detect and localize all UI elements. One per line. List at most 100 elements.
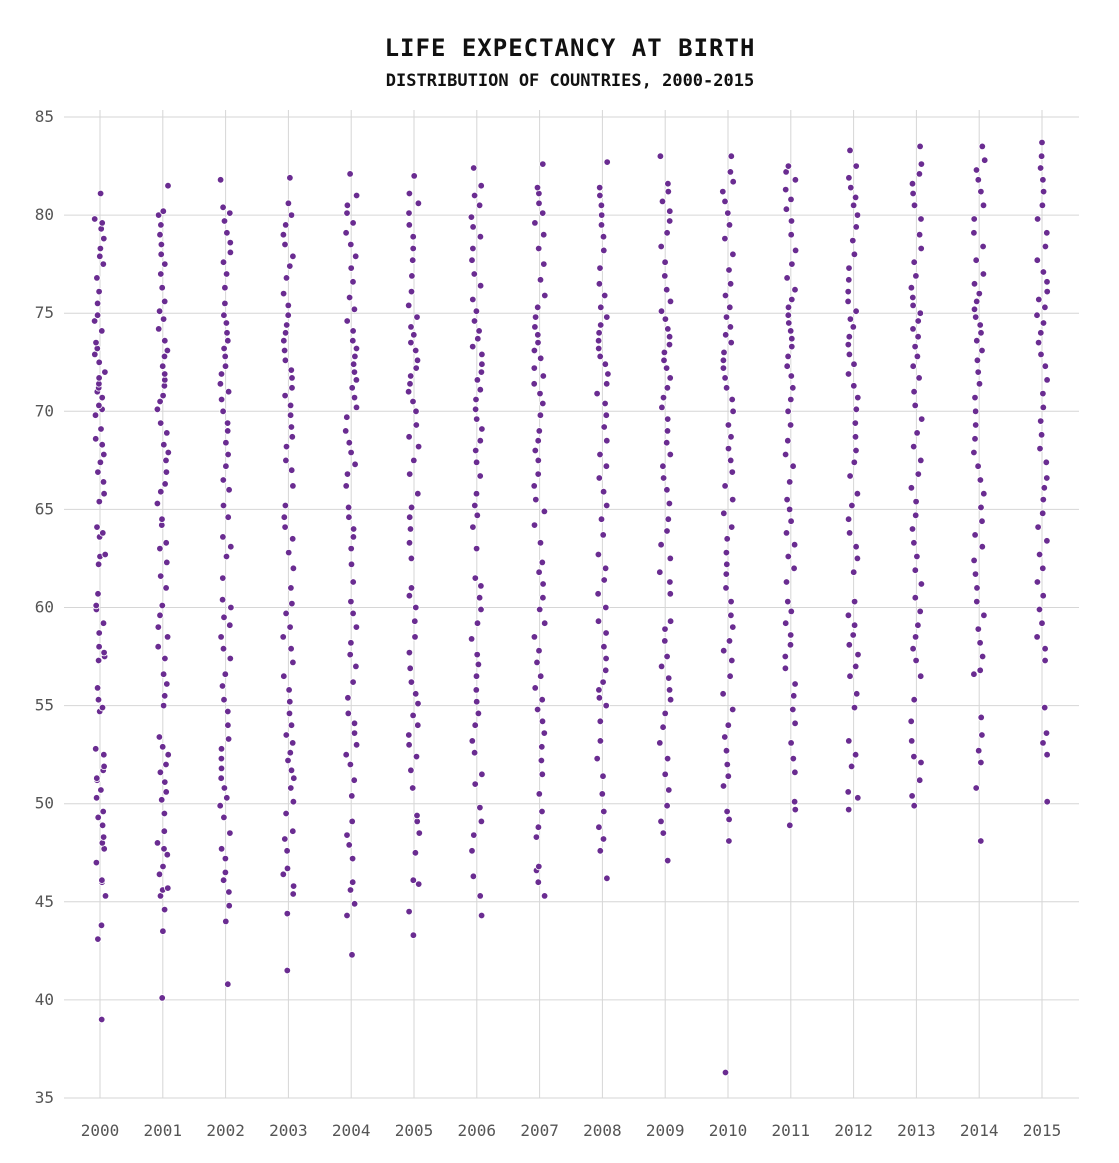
data-point bbox=[407, 554, 416, 563]
data-point bbox=[727, 611, 735, 619]
data-point bbox=[977, 758, 985, 767]
data-point bbox=[350, 719, 359, 727]
data-point bbox=[287, 721, 296, 729]
data-point bbox=[281, 835, 289, 843]
data-point bbox=[1039, 187, 1048, 196]
data-point bbox=[666, 578, 674, 586]
data-point bbox=[849, 236, 857, 245]
data-point bbox=[347, 448, 355, 457]
data-point bbox=[540, 260, 548, 268]
data-point bbox=[973, 297, 981, 306]
data-point bbox=[349, 360, 358, 368]
data-point bbox=[153, 499, 162, 508]
data-point bbox=[914, 621, 922, 629]
data-point bbox=[95, 497, 103, 506]
data-point bbox=[850, 597, 859, 606]
data-point bbox=[916, 776, 924, 784]
data-point bbox=[343, 470, 352, 478]
data-point bbox=[279, 289, 288, 298]
data-point bbox=[658, 403, 666, 412]
data-point bbox=[1036, 417, 1045, 425]
data-point bbox=[978, 517, 986, 525]
data-point bbox=[287, 584, 295, 592]
data-point bbox=[534, 878, 542, 886]
data-point bbox=[907, 284, 916, 292]
data-point bbox=[222, 917, 230, 926]
data-point bbox=[539, 594, 547, 602]
data-point bbox=[96, 244, 105, 253]
data-point bbox=[287, 766, 296, 774]
data-point bbox=[907, 717, 915, 725]
data-point bbox=[162, 584, 170, 592]
data-point bbox=[164, 448, 172, 457]
data-point bbox=[975, 747, 983, 755]
data-point bbox=[342, 751, 350, 759]
data-point bbox=[217, 774, 225, 782]
data-point bbox=[723, 535, 731, 543]
y-tick-label: 35 bbox=[35, 1088, 54, 1107]
data-point bbox=[725, 637, 734, 645]
data-point bbox=[787, 195, 795, 204]
data-point bbox=[1040, 703, 1049, 712]
data-point bbox=[597, 321, 605, 329]
data-point bbox=[854, 650, 862, 659]
data-point bbox=[663, 754, 672, 763]
data-point bbox=[664, 856, 672, 865]
data-point bbox=[782, 185, 790, 194]
data-point bbox=[476, 437, 484, 445]
data-point bbox=[285, 686, 293, 694]
y-tick-label: 75 bbox=[35, 303, 54, 322]
data-point bbox=[729, 495, 737, 504]
data-point bbox=[227, 543, 235, 551]
data-point bbox=[663, 384, 672, 392]
data-point bbox=[279, 633, 287, 641]
data-point bbox=[791, 768, 799, 776]
data-point bbox=[224, 707, 232, 716]
data-point bbox=[280, 337, 288, 345]
data-point bbox=[217, 754, 226, 763]
data-point bbox=[723, 807, 731, 816]
x-tick-label: 2010 bbox=[709, 1121, 748, 1140]
x-axis: 2000 2001 2002 2003 2004 2005 2006 2007 2008 2009… bbox=[81, 1121, 1062, 1140]
data-point bbox=[101, 368, 109, 376]
data-point bbox=[349, 678, 357, 686]
data-point bbox=[719, 690, 727, 698]
data-point bbox=[784, 437, 792, 445]
data-point bbox=[595, 823, 603, 831]
data-point bbox=[970, 670, 978, 678]
data-point bbox=[350, 393, 359, 402]
data-point bbox=[281, 391, 289, 400]
data-point bbox=[719, 364, 728, 372]
data-point bbox=[93, 299, 102, 308]
data-point bbox=[91, 745, 100, 753]
data-point bbox=[532, 833, 541, 841]
data-point bbox=[412, 364, 420, 372]
y-tick-label: 85 bbox=[35, 107, 54, 126]
data-point bbox=[157, 488, 165, 496]
data-point bbox=[917, 215, 925, 223]
data-point bbox=[970, 556, 978, 565]
data-point bbox=[727, 152, 735, 160]
data-point bbox=[163, 346, 172, 355]
data-point bbox=[852, 662, 860, 671]
data-point bbox=[216, 176, 225, 184]
data-point bbox=[597, 303, 605, 311]
data-point bbox=[476, 386, 484, 394]
x-tick-label: 2009 bbox=[646, 1121, 685, 1140]
data-point bbox=[849, 631, 857, 639]
data-point bbox=[281, 356, 290, 364]
data-point bbox=[352, 741, 361, 749]
data-point bbox=[666, 696, 675, 704]
data-point bbox=[100, 450, 108, 459]
data-point bbox=[1037, 152, 1046, 160]
data-point bbox=[283, 321, 291, 329]
data-point bbox=[163, 680, 171, 688]
data-point bbox=[973, 356, 982, 364]
data-point bbox=[666, 554, 674, 563]
data-point bbox=[594, 617, 603, 625]
data-point bbox=[286, 698, 294, 706]
chart-title: LIFE EXPECTANCY AT BIRTH bbox=[384, 34, 756, 62]
data-point bbox=[723, 760, 731, 769]
data-point bbox=[720, 647, 728, 655]
data-point bbox=[727, 433, 735, 441]
